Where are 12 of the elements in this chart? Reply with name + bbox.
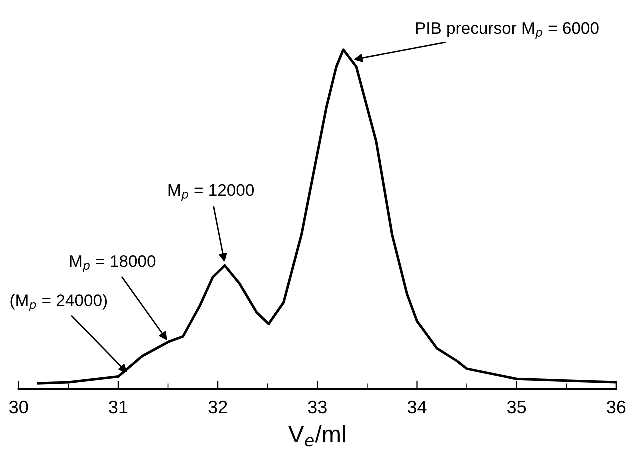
annotation: M$_{p}$ = 12000	[168, 184, 254, 202]
annotation: M$_{p}$ = 18000	[70, 256, 156, 272]
x-tick-label: 35	[507, 400, 526, 414]
annotation: PIB precursor M$_{p}$ = 6000	[416, 22, 599, 40]
annotation: (M$_{p}$ = 24000)	[10, 294, 108, 312]
x-tick-label: 32	[208, 400, 228, 414]
x-tick-label: 36	[607, 400, 626, 414]
x-tick-label: 33	[308, 400, 327, 414]
x-tick-label: 34	[408, 400, 427, 414]
x-axis-title: V$_{e}$/ml	[288, 425, 346, 447]
x-tick-label: 30	[10, 400, 28, 414]
x-tick-label: 31	[109, 400, 128, 414]
